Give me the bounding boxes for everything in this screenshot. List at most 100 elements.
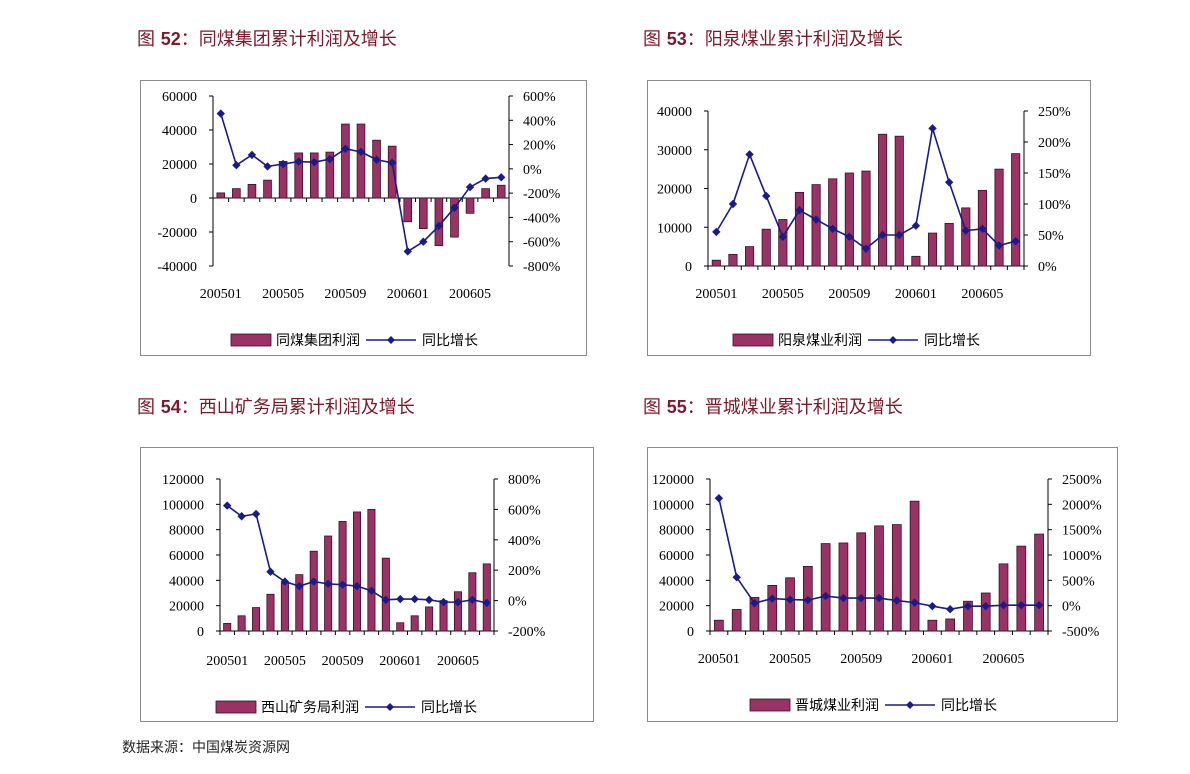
bar [891, 524, 902, 632]
legend-line-label: 同比增长 [422, 333, 478, 349]
growth-point [341, 144, 350, 154]
right-tick-label: -800% [523, 260, 561, 275]
left-tick-label: 20000 [657, 183, 692, 198]
x-tick-label: 200509 [324, 287, 366, 302]
x-tick-label: 200505 [762, 287, 804, 302]
growth-point [785, 595, 795, 604]
left-tick-label: 60000 [162, 90, 197, 105]
right-tick-label: 400% [508, 534, 541, 549]
bar [778, 219, 788, 267]
left-tick-label: 120000 [652, 473, 694, 488]
left-tick-label: 30000 [657, 144, 692, 159]
growth-point [424, 595, 434, 605]
growth-point [387, 158, 397, 167]
growth-point [861, 244, 871, 253]
growth-point [728, 199, 738, 209]
left-tick-label: -20000 [157, 226, 197, 241]
right-tick-label: 200% [1038, 136, 1071, 151]
bar [232, 188, 241, 199]
legend-line-marker [387, 336, 395, 344]
left-tick-label: 40000 [657, 105, 692, 120]
bar [1016, 545, 1027, 632]
right-tick-label: 1000% [1062, 549, 1102, 564]
growth-point [419, 237, 428, 246]
bar [425, 606, 434, 632]
left-tick-label: 60000 [659, 549, 694, 564]
left-tick-label: 20000 [169, 600, 204, 615]
growth-point [928, 601, 937, 611]
bar [325, 151, 335, 199]
bar [998, 563, 1009, 632]
bar [381, 557, 390, 632]
chart-52-svg: 60000 40000 20000 0 -20000 -40000 600% 400% 200%… [157, 90, 561, 349]
bar [216, 192, 226, 199]
growth-point [481, 174, 490, 183]
bar [453, 591, 462, 632]
legend-line-marker [889, 336, 897, 344]
legend-bar-label: 阳泉煤业利润 [778, 332, 862, 349]
right-tick-label: 0% [1038, 260, 1057, 275]
growth-point [828, 224, 837, 233]
growth-point [714, 494, 724, 503]
left-tick-label: 40000 [169, 574, 204, 589]
x-tick-label: 200601 [895, 287, 937, 302]
growth-point [994, 241, 1004, 250]
growth-point [310, 157, 319, 167]
bar [266, 593, 275, 632]
growth-point [978, 224, 987, 233]
growth-point [223, 501, 232, 510]
left-tick-label: 10000 [657, 221, 692, 236]
growth-point [434, 221, 444, 231]
bar [367, 509, 376, 632]
bar [749, 597, 760, 632]
bar [410, 615, 419, 632]
right-tick-label: -200% [523, 187, 561, 202]
figure-title-52: 图 52：同煤集团累计利润及增长 [137, 29, 397, 50]
legend-bar-label: 西山矿务局利润 [261, 700, 359, 716]
bar [341, 123, 350, 199]
growth-point [1011, 237, 1020, 246]
x-tick-label: 200605 [449, 287, 491, 302]
bar [861, 170, 871, 267]
growth-point [981, 601, 990, 611]
growth-point [482, 598, 491, 608]
growth-point [403, 247, 412, 256]
right-tick-label: 200% [508, 564, 541, 579]
figure-title-55: 图 55：晋城煤业累计利润及增长 [643, 397, 903, 418]
growth-point [945, 605, 955, 614]
left-tick-label: 40000 [162, 124, 197, 139]
bar [728, 253, 738, 267]
growth-point [928, 124, 937, 133]
bar [338, 521, 347, 632]
bar [481, 188, 490, 199]
left-tick-label: -40000 [157, 260, 197, 275]
right-tick-label: 600% [523, 90, 556, 105]
x-tick-label: 200601 [379, 654, 421, 669]
growth-point [497, 173, 506, 182]
right-tick-label: 0% [523, 163, 542, 178]
growth-point [963, 601, 973, 611]
x-tick-label: 200601 [387, 287, 429, 302]
right-tick-label: 1500% [1062, 524, 1102, 539]
growth-point [278, 159, 288, 169]
chart-54-svg: 120000 100000 80000 60000 40000 20000 0 800% 600… [162, 473, 546, 716]
left-tick-label: 0 [685, 260, 692, 275]
right-tick-label: -600% [523, 236, 561, 251]
bar [878, 133, 888, 267]
growth-point [280, 577, 290, 586]
left-tick-label: 0 [197, 625, 204, 640]
bar [496, 184, 506, 199]
x-tick-label: 200501 [698, 652, 740, 667]
bar [387, 145, 397, 199]
growth-point [453, 597, 463, 607]
x-tick-label: 200501 [695, 287, 737, 302]
bar [944, 222, 954, 267]
legend-line-marker [906, 701, 914, 709]
left-tick-label: 80000 [169, 524, 204, 539]
bar [450, 197, 459, 238]
right-tick-label: 100% [1038, 198, 1071, 213]
bar [794, 191, 805, 267]
left-tick-label: 0 [190, 192, 197, 207]
right-tick-label: -500% [1062, 625, 1100, 640]
right-tick-label: 0% [1062, 600, 1081, 615]
